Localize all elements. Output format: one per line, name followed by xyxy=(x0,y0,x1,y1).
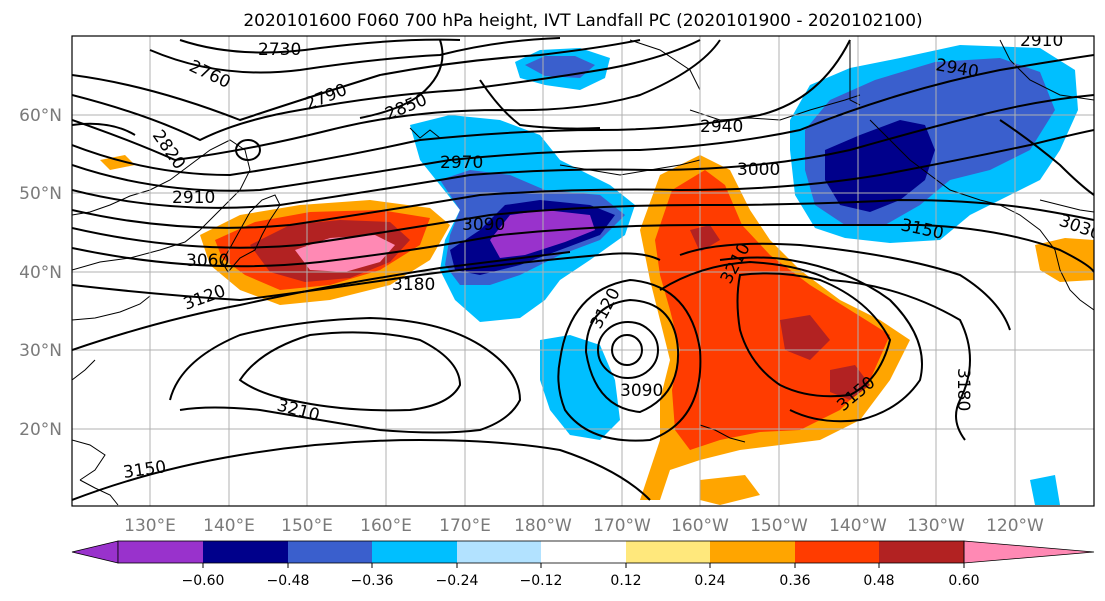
contour-label: 2940 xyxy=(700,117,743,137)
lon-label: 160°E xyxy=(360,516,412,536)
contour-label: 3090 xyxy=(620,381,663,401)
lon-label: 170°W xyxy=(593,516,651,536)
lat-label: 40°N xyxy=(19,263,62,283)
map-panel: 2730 2760 2790 2850 2820 2910 3060 3120 … xyxy=(72,31,1094,506)
figure-title: 2020101600 F060 700 hPa height, IVT Land… xyxy=(243,11,922,31)
contour-label: 3060 xyxy=(186,251,229,271)
contour-label: 3000 xyxy=(737,160,780,180)
contour-label: 3090 xyxy=(462,215,505,235)
lon-label: 130°W xyxy=(907,516,965,536)
lon-label: 150°E xyxy=(281,516,333,536)
longitude-labels: 130°E 140°E 150°E 160°E 170°E 180°W 170°… xyxy=(124,516,1044,536)
colorbar-bin xyxy=(710,541,795,563)
map-frame xyxy=(71,35,1095,507)
colorbar: −0.60 −0.48 −0.36 −0.24 −0.12 0.12 0.24 … xyxy=(71,540,1095,589)
colorbar-bin xyxy=(203,541,288,563)
colorbar-tick-label: 0.12 xyxy=(610,573,641,589)
colorbar-tick-label: −0.12 xyxy=(520,573,563,589)
colorbar-tick-labels: −0.60 −0.48 −0.36 −0.24 −0.12 0.12 0.24 … xyxy=(182,573,980,589)
colorbar-tick-label: −0.24 xyxy=(436,573,479,589)
lon-label: 120°W xyxy=(986,516,1044,536)
colorbar-tick-label: 0.36 xyxy=(779,573,810,589)
contour-label: 2910 xyxy=(172,188,215,208)
colorbar-tick-label: 0.24 xyxy=(694,573,725,589)
latitude-labels: 60°N 50°N 40°N 30°N 20°N xyxy=(19,106,62,440)
contour-label: 2970 xyxy=(440,153,483,173)
colorbar-tick-label: −0.60 xyxy=(182,573,225,589)
contour-label: 2730 xyxy=(258,40,301,60)
colorbar-bin xyxy=(457,541,541,563)
lat-label: 50°N xyxy=(19,184,62,204)
lon-label: 150°W xyxy=(750,516,808,536)
lon-label: 160°W xyxy=(671,516,729,536)
contour-label: 3180 xyxy=(953,368,973,411)
colorbar-bin xyxy=(288,541,372,563)
colorbar-bin xyxy=(626,541,710,563)
colorbar-tick-label: 0.48 xyxy=(863,573,894,589)
contour-label: 2910 xyxy=(1020,31,1063,51)
lon-label: 140°W xyxy=(829,516,887,536)
colorbar-bin xyxy=(118,541,203,563)
colorbar-tick-label: 0.60 xyxy=(948,573,979,589)
colorbar-extend-min xyxy=(71,540,119,564)
coastlines xyxy=(72,39,1094,506)
colorbar-ticks xyxy=(202,563,965,568)
lat-label: 30°N xyxy=(19,341,62,361)
colorbar-tick-label: −0.48 xyxy=(267,573,310,589)
height-contours xyxy=(72,37,1094,501)
colorbar-bin xyxy=(879,541,964,563)
colorbar-bin xyxy=(372,541,457,563)
lat-label: 20°N xyxy=(19,420,62,440)
lat-label: 60°N xyxy=(19,106,62,126)
colorbar-extend-max xyxy=(963,540,1095,564)
colorbar-bin xyxy=(541,541,626,563)
contour-label: 3180 xyxy=(392,275,435,295)
graticule xyxy=(72,36,1094,506)
colorbar-tick-label: −0.36 xyxy=(351,573,394,589)
colorbar-bin xyxy=(795,541,879,563)
lon-label: 170°E xyxy=(439,516,491,536)
lon-label: 130°E xyxy=(124,516,176,536)
lon-label: 180°W xyxy=(514,516,572,536)
lon-label: 140°E xyxy=(203,516,255,536)
